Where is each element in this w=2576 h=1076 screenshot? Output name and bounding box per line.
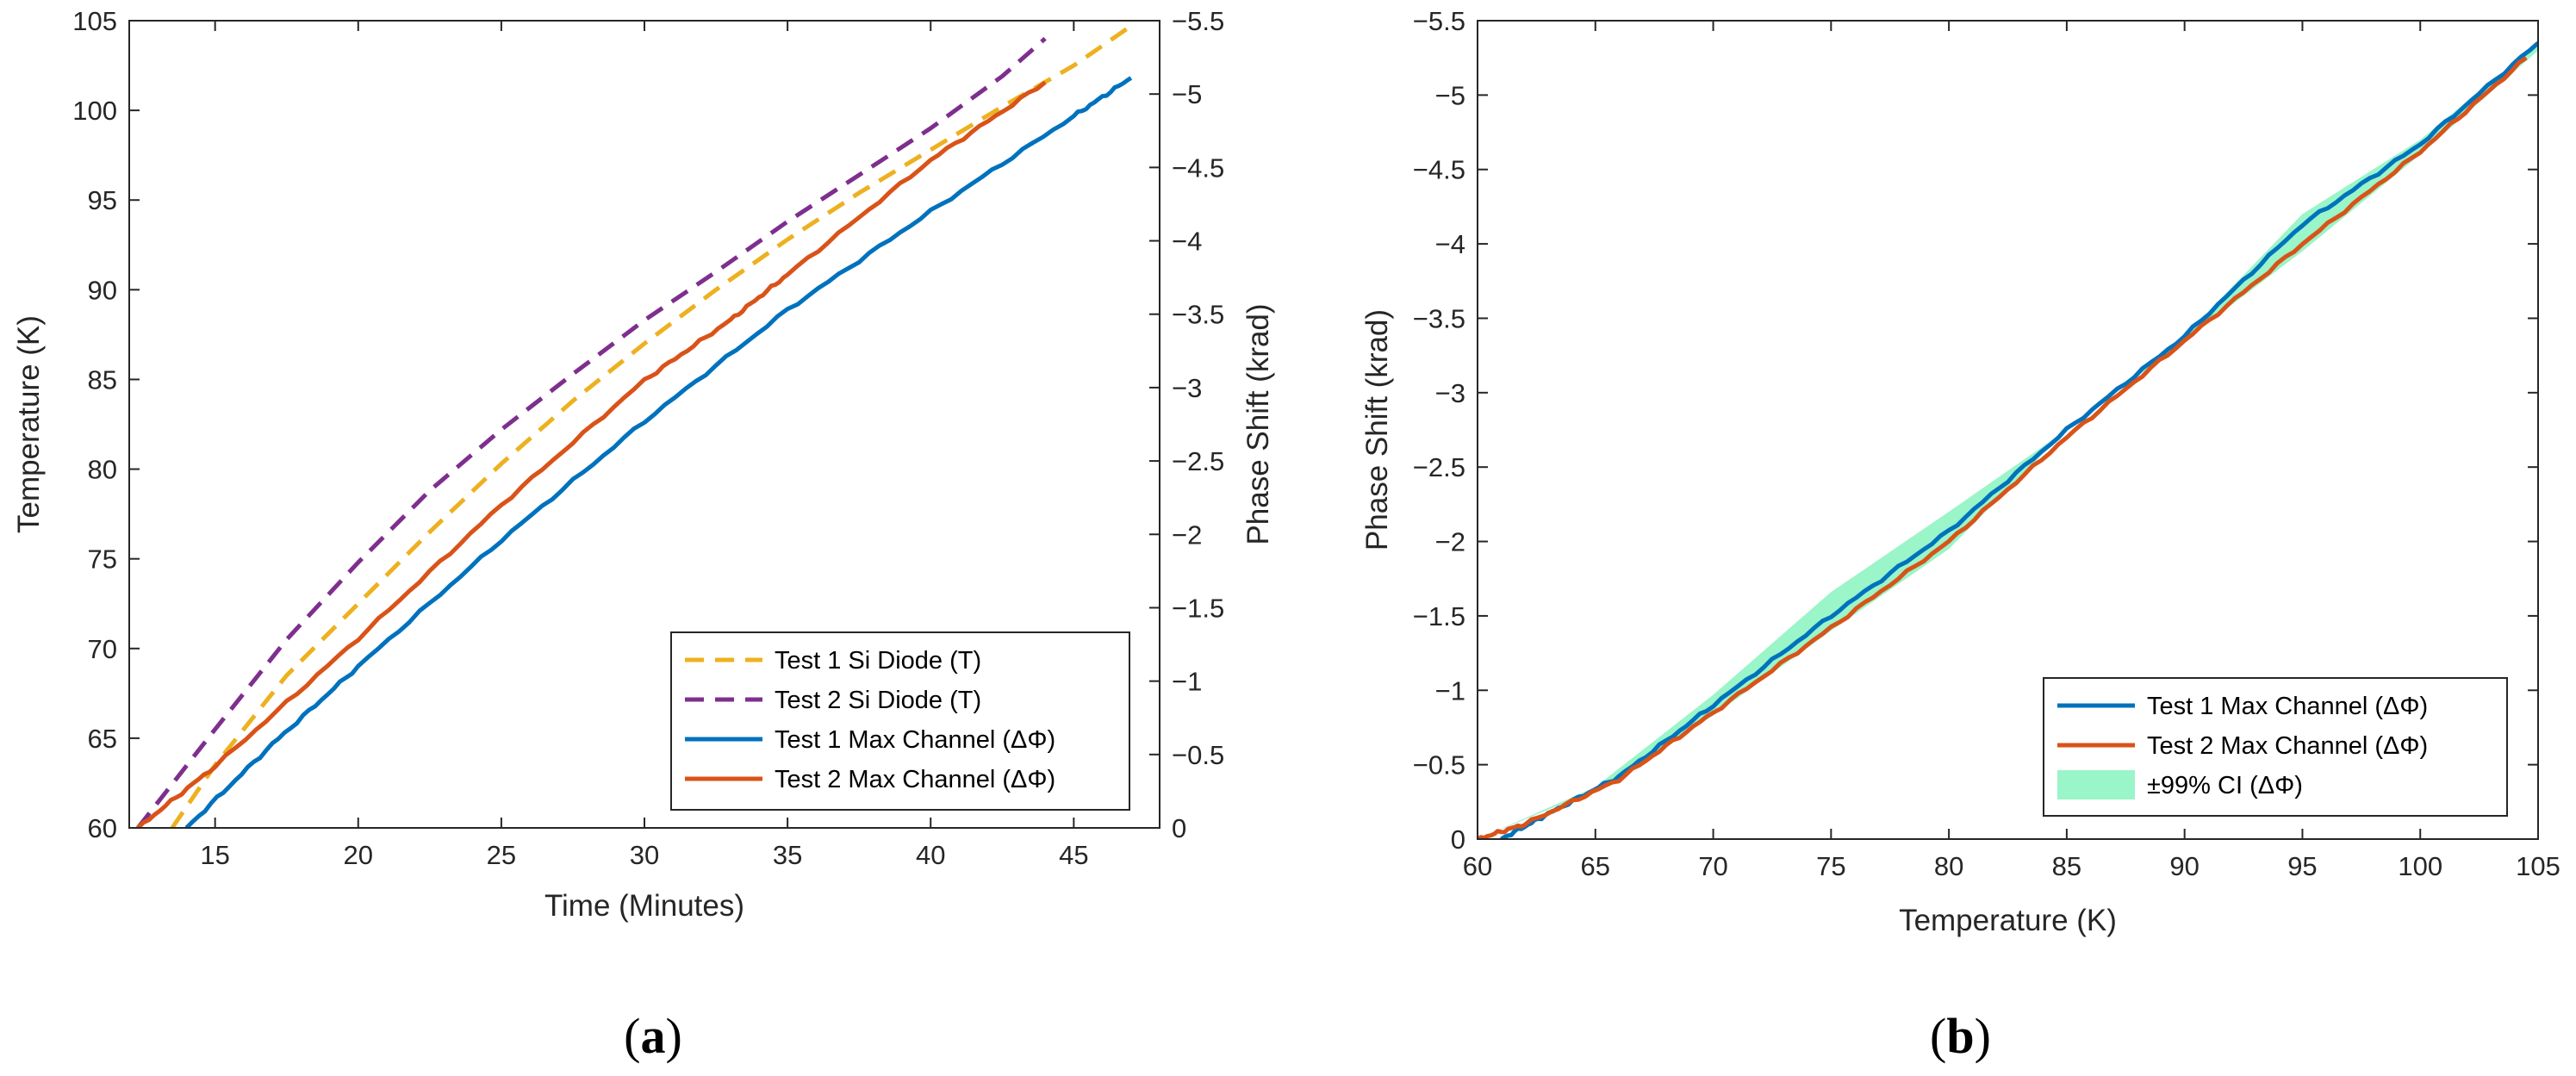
chart-a-left-y-tick-label: 105 — [72, 6, 117, 36]
chart-a-caption-close: ) — [666, 1008, 682, 1064]
chart-b-x-tick-label: 95 — [2287, 851, 2317, 881]
chart-a-right-y-tick-label: −2.5 — [1172, 446, 1224, 476]
chart-a-right-y-tick-label: −1 — [1172, 667, 1202, 697]
chart-a-left-y-tick-label: 80 — [88, 455, 117, 485]
chart-b-y-tick-label: −4.5 — [1413, 155, 1465, 185]
chart-a-legend: Test 1 Si Diode (T) Test 2 Si Diode (T) Te… — [670, 631, 1130, 811]
chart-b-axes-frame — [1477, 20, 2539, 840]
chart-b-y-tick-label: −1 — [1435, 675, 1465, 706]
chart-b-series-line-2 — [1478, 56, 2528, 839]
chart-b-legend: Test 1 Max Channel (ΔΦ) Test 2 Max Channe… — [2043, 677, 2508, 817]
chart-a-right-y-axis-label: Phase Shift (krad) — [1241, 303, 1275, 544]
chart-a-series-line-2 — [136, 36, 1047, 828]
chart-b-x-tick-label: 75 — [1816, 851, 1845, 881]
chart-a-left-y-axis-label: Temperature (K) — [12, 315, 46, 533]
chart-b-caption: (b) — [1930, 1008, 1991, 1064]
chart-a: 15 20 25 30 35 40 45 60 65 70 75 80 85 90 95 100 105 0 −0.… — [12, 6, 1275, 1064]
chart-a-right-y-tick-label: −5 — [1172, 79, 1202, 109]
chart-b-caption-letter: b — [1946, 1008, 1974, 1064]
chart-b-x-tick-label: 90 — [2169, 851, 2199, 881]
chart-a-left-y-tick-label: 60 — [88, 813, 117, 843]
chart-a-right-y-tick-label: −0.5 — [1172, 740, 1224, 770]
chart-b-legend-label: ±99% CI (ΔΦ) — [2147, 772, 2303, 799]
chart-a-series-line-4 — [136, 80, 1047, 828]
chart-a-right-y-tick-label: −4.5 — [1172, 152, 1224, 183]
chart-a-left-y-tick-label: 65 — [88, 724, 117, 754]
chart-a-right-y-tick-label: −4 — [1172, 227, 1202, 257]
chart-b-y-tick-label: −5 — [1435, 80, 1465, 110]
chart-a-x-tick-label: 25 — [487, 840, 516, 870]
chart-b-caption-open: ( — [1930, 1008, 1946, 1064]
chart-a-series-line-3 — [184, 76, 1133, 828]
chart-a-series-line-1 — [170, 24, 1133, 828]
chart-a-left-y-tick-label: 90 — [88, 275, 117, 305]
chart-a-legend-label: Test 1 Max Channel (ΔΦ) — [775, 726, 1055, 754]
chart-a-right-y-tick-label: −2 — [1172, 519, 1202, 550]
chart-a-caption-letter: a — [641, 1008, 666, 1064]
chart-a-right-y-tick-label: −3 — [1172, 373, 1202, 403]
chart-a-left-y-tick-label: 100 — [72, 96, 117, 126]
chart-a-left-y-tick-label: 70 — [88, 634, 117, 664]
chart-b-y-tick-label: −5.5 — [1413, 6, 1465, 36]
chart-b-y-tick-label: −4 — [1435, 229, 1465, 259]
chart-a-right-y-tick-label: −1.5 — [1172, 593, 1224, 623]
chart-a-right-y-tick-label: −3.5 — [1172, 300, 1224, 330]
chart-b-legend-label: Test 1 Max Channel (ΔΦ) — [2147, 693, 2428, 720]
chart-a-caption-open: ( — [624, 1008, 640, 1064]
chart-b-y-tick-label: −2.5 — [1413, 452, 1465, 482]
chart-b-legend-label: Test 2 Max Channel (ΔΦ) — [2147, 732, 2428, 760]
chart-b-x-tick-label: 80 — [1934, 851, 1963, 881]
chart-b-y-tick-label: −3.5 — [1413, 303, 1465, 333]
chart-b-x-tick-label: 85 — [2052, 851, 2081, 881]
chart-a-legend-label: Test 2 Si Diode (T) — [775, 687, 981, 714]
chart-a-legend-label: Test 2 Max Channel (ΔΦ) — [775, 766, 1055, 793]
chart-a-left-y-tick-label: 75 — [88, 544, 117, 575]
chart-a-x-tick-label: 40 — [916, 840, 945, 870]
chart-a-right-y-tick-label: 0 — [1172, 813, 1186, 843]
chart-b-legend-swatch-ci — [2057, 770, 2135, 799]
chart-a-x-axis-label: Time (Minutes) — [544, 889, 744, 923]
chart-a-x-tick-label: 15 — [200, 840, 229, 870]
chart-a-x-tick-label: 20 — [344, 840, 373, 870]
chart-b-x-tick-label: 100 — [2398, 851, 2442, 881]
chart-b-x-tick-label: 105 — [2516, 851, 2560, 881]
chart-b: 60 65 70 75 80 85 90 95 100 105 0 −0.5 −1 −1.5 −2 −2.5 −… — [1360, 6, 2560, 1064]
chart-b-x-tick-label: 70 — [1698, 851, 1727, 881]
chart-a-left-y-tick-label: 95 — [88, 185, 117, 215]
chart-b-x-tick-label: 65 — [1581, 851, 1610, 881]
chart-a-x-tick-label: 35 — [773, 840, 802, 870]
chart-b-y-axis-label: Phase Shift (krad) — [1360, 309, 1394, 550]
chart-b-y-tick-label: −2 — [1435, 527, 1465, 557]
chart-a-x-tick-label: 30 — [630, 840, 659, 870]
chart-b-caption-close: ) — [1975, 1008, 1991, 1064]
chart-a-legend-label: Test 1 Si Diode (T) — [775, 647, 981, 675]
chart-b-y-tick-label: −0.5 — [1413, 750, 1465, 781]
chart-b-y-tick-label: −1.5 — [1413, 601, 1465, 631]
chart-a-left-y-tick-label: 85 — [88, 364, 117, 395]
chart-a-right-y-tick-label: −5.5 — [1172, 6, 1224, 36]
chart-b-x-axis-label: Temperature (K) — [1899, 904, 2117, 937]
chart-a-caption: (a) — [624, 1008, 682, 1064]
chart-b-x-tick-label: 60 — [1463, 851, 1492, 881]
chart-b-y-tick-label: −3 — [1435, 378, 1465, 408]
chart-a-x-tick-label: 45 — [1059, 840, 1088, 870]
chart-b-y-tick-label: 0 — [1451, 824, 1465, 855]
